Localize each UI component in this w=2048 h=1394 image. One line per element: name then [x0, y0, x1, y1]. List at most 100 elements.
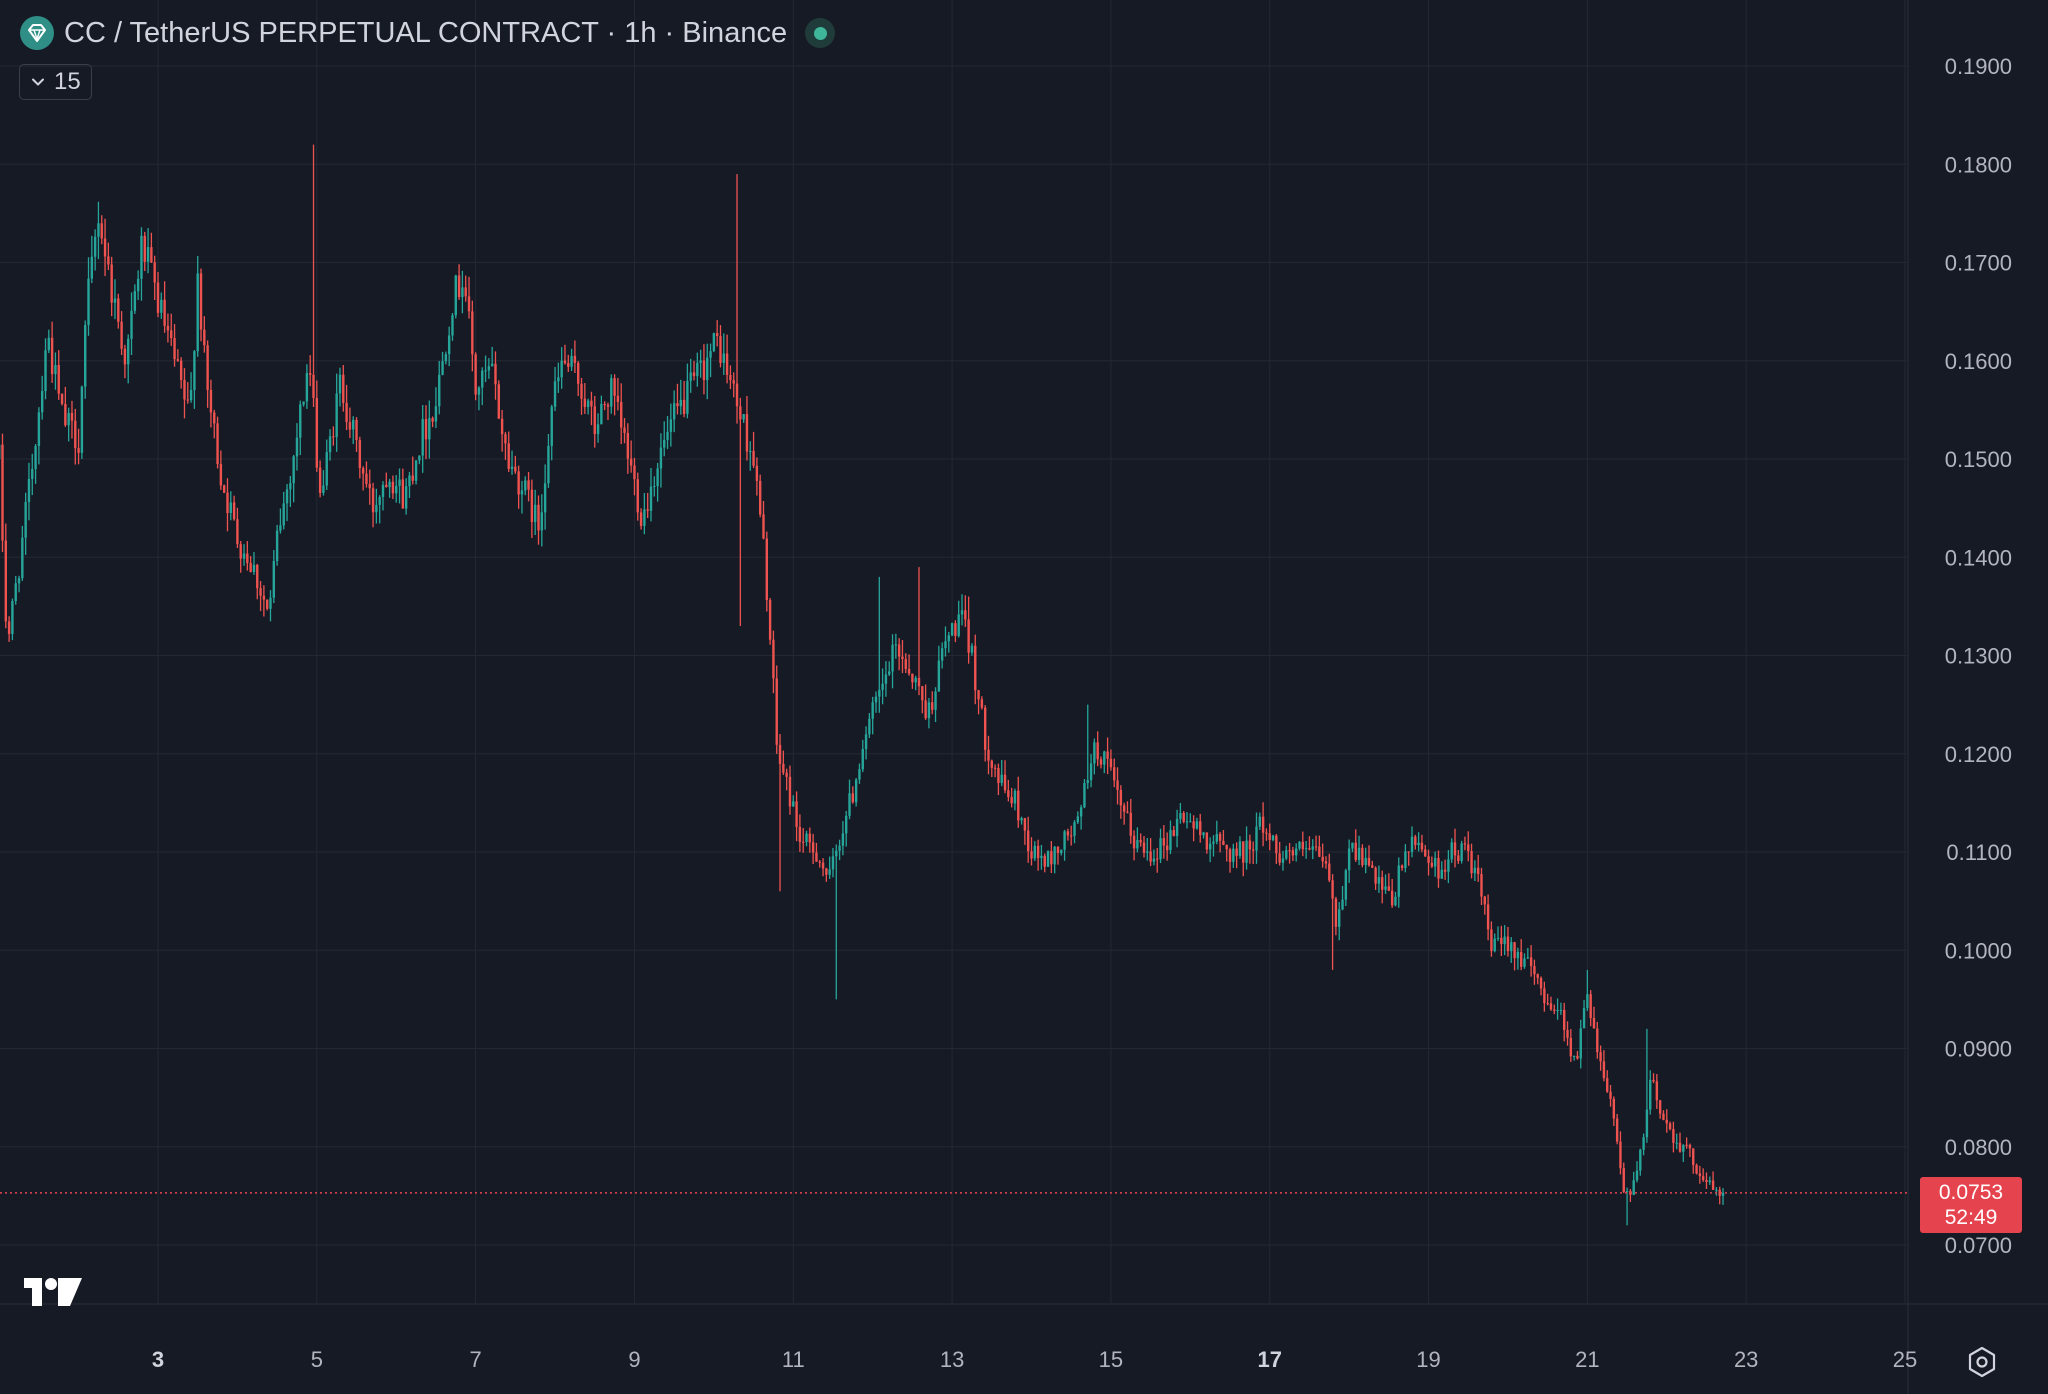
candle-body [1060, 849, 1063, 854]
candle [487, 358, 491, 379]
candle [1331, 874, 1334, 970]
candle-body [1248, 840, 1252, 850]
candle-body [1430, 862, 1434, 867]
candle [1695, 1163, 1698, 1175]
candle [676, 383, 679, 415]
candle-body [1288, 850, 1291, 852]
candle-body [1572, 1055, 1576, 1057]
candle [686, 363, 689, 419]
candle-body [1136, 840, 1139, 849]
price-axis[interactable]: 0.0700 0.0800 0.0900 0.1000 0.1100 0.1200 0.13… [1945, 54, 2012, 1258]
candle-body [702, 360, 706, 381]
candle-body [980, 699, 984, 708]
candle-body [424, 419, 428, 440]
candle-body [600, 403, 603, 425]
candle [1427, 849, 1430, 876]
candle [577, 360, 580, 397]
candle-body [1149, 851, 1152, 862]
candle-body [1338, 909, 1341, 927]
candle-body [1000, 774, 1003, 784]
candle [904, 653, 907, 674]
candle-body [110, 264, 113, 303]
candle [1192, 815, 1195, 842]
candle-body [31, 469, 34, 479]
candle-body [1265, 832, 1268, 834]
candle [193, 350, 196, 409]
candle [1113, 758, 1116, 788]
candle [14, 576, 17, 605]
candle-body [1331, 880, 1334, 899]
candle [1721, 1188, 1725, 1205]
candle-body [666, 431, 669, 440]
candle-body [679, 399, 682, 407]
candle [1338, 902, 1341, 941]
candle-body [768, 599, 772, 640]
candle-body [550, 406, 553, 446]
candle-body [765, 538, 769, 600]
candle-body [1017, 790, 1020, 821]
tradingview-logo-icon[interactable] [24, 1276, 84, 1313]
candle [580, 377, 583, 415]
time-axis[interactable]: 3 5 7 9 11 13 15 17 19 21 23 25 [152, 1347, 1917, 1372]
candle [821, 858, 825, 877]
candle [778, 733, 782, 892]
candle-body [166, 325, 170, 331]
candle [375, 488, 378, 524]
candle [428, 400, 431, 459]
candle-body [788, 776, 792, 807]
candle-body [1566, 1029, 1569, 1038]
candle-body [1460, 843, 1463, 862]
candle-body [1304, 848, 1308, 850]
candle [805, 830, 808, 847]
candle [1685, 1137, 1688, 1149]
candle-body [193, 351, 196, 390]
candle [179, 357, 183, 389]
candle [186, 382, 189, 404]
candle-body [318, 467, 322, 493]
price-tick-label: 0.1700 [1945, 251, 2012, 276]
candle-body [1129, 812, 1132, 836]
settings-icon[interactable] [1965, 1345, 1999, 1379]
candle [457, 264, 461, 300]
candle-body [517, 471, 520, 495]
candle [371, 482, 375, 528]
candle-body [696, 362, 699, 377]
candle [239, 540, 242, 573]
candle-body [338, 374, 342, 394]
candle [593, 395, 596, 448]
candle [279, 508, 282, 534]
candle-body [282, 503, 285, 526]
candle-body [408, 475, 411, 487]
candle-body [858, 769, 861, 780]
candle-body [633, 465, 636, 480]
candle-body [1602, 1061, 1606, 1079]
symbol-title[interactable]: CC / TetherUS PERPETUAL CONTRACT · 1h · … [64, 16, 788, 49]
candle [1539, 976, 1543, 996]
candle [1390, 879, 1394, 908]
candle [1516, 947, 1520, 970]
candle-body [1387, 886, 1391, 891]
candle [484, 355, 487, 383]
candle [299, 400, 302, 456]
indicators-toggle-button[interactable]: 15 [19, 64, 92, 100]
candle-body [438, 374, 441, 407]
candle [431, 416, 434, 428]
candle-body [1692, 1148, 1695, 1165]
candle-body [1222, 840, 1225, 845]
candle [1139, 833, 1142, 847]
candle [649, 467, 653, 522]
candle-body [1503, 936, 1506, 945]
candle-body [1450, 842, 1453, 860]
candle [173, 324, 176, 367]
candle-body [1321, 856, 1324, 862]
candle-body [1013, 790, 1017, 804]
candle-body [209, 390, 213, 413]
candle [21, 525, 24, 581]
candle-body [1228, 849, 1232, 862]
candle-body [874, 696, 878, 703]
candle-body [222, 485, 226, 493]
candle-body [1043, 855, 1046, 867]
candle [40, 375, 44, 420]
candle-body [1672, 1129, 1675, 1143]
